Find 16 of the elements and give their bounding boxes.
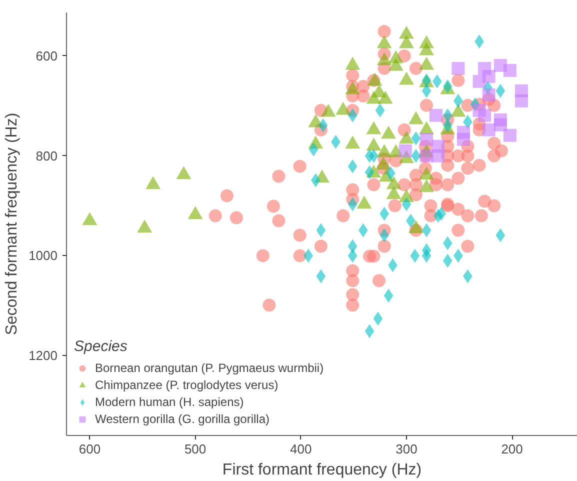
y-tick-label: 1000 bbox=[28, 248, 58, 264]
x-tick-label: 400 bbox=[290, 442, 312, 456]
x-axis-title: First formant frequency (Hz) bbox=[222, 462, 422, 478]
legend-label: Modern human (H. sapiens) bbox=[95, 395, 244, 409]
x-tick-label: 200 bbox=[501, 442, 523, 456]
legend-label: Western gorilla (G. gorilla gorilla) bbox=[95, 412, 270, 426]
legend-label: Bornean orangutan (P. Pygmaeus wurmbii) bbox=[95, 361, 324, 375]
y-axis-title: Second formant frequency (Hz) bbox=[4, 112, 21, 336]
x-tick-label: 300 bbox=[396, 442, 418, 456]
x-tick-label: 500 bbox=[184, 442, 206, 456]
y-tick-label: 600 bbox=[36, 48, 58, 64]
legend-title: Species bbox=[74, 338, 128, 355]
y-tick-label: 800 bbox=[36, 148, 58, 164]
legend-label: Chimpanzee (P. troglodytes verus) bbox=[95, 378, 278, 392]
y-tick-label: 1200 bbox=[28, 348, 58, 364]
x-tick-label: 600 bbox=[78, 442, 101, 456]
